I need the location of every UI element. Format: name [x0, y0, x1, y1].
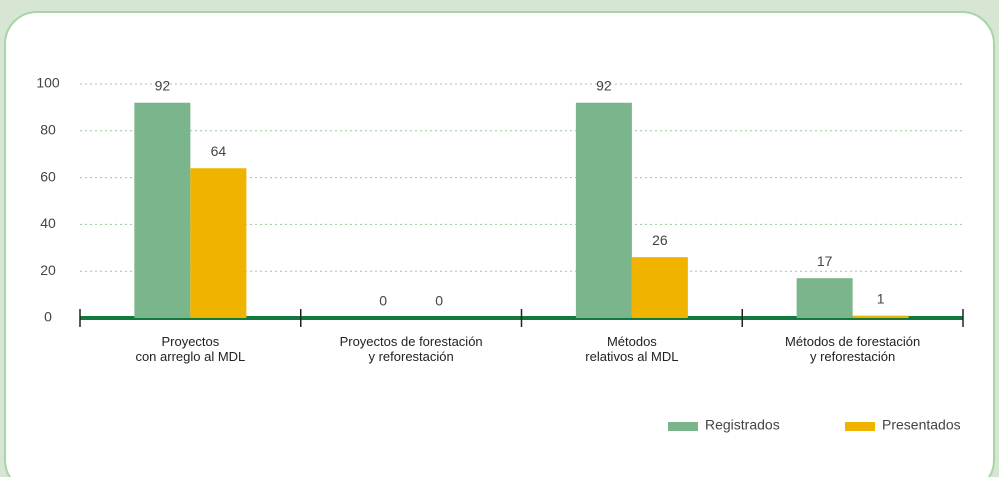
y-tick-label: 40 [40, 215, 56, 231]
x-tick-label: Métodos de forestación y reforestación [785, 334, 921, 364]
legend-label: Registrados [705, 417, 780, 433]
panel [4, 11, 995, 477]
value-label: 92 [155, 77, 171, 93]
value-label: 92 [596, 77, 612, 93]
bar [134, 102, 191, 318]
legend-swatch [668, 422, 698, 431]
bar [575, 102, 632, 318]
y-tick-label: 80 [40, 122, 56, 138]
value-label: 26 [652, 232, 668, 248]
legend-label: Presentados [882, 417, 961, 433]
y-tick-label: 20 [40, 262, 56, 278]
bar [796, 278, 853, 318]
value-label: 1 [877, 290, 885, 306]
bar [190, 168, 247, 318]
value-label: 0 [435, 293, 443, 309]
x-tick-label: Proyectos con arreglo al MDL [135, 334, 246, 364]
x-tick-label: Proyectos de forestación y reforestación [339, 334, 483, 364]
legend-swatch [845, 422, 875, 431]
bar [631, 257, 688, 318]
y-tick-label: 100 [36, 75, 60, 91]
x-tick-label: Métodos relativos al MDL [585, 334, 679, 364]
y-tick-label: 60 [40, 168, 56, 184]
value-label: 0 [379, 293, 387, 309]
value-label: 64 [211, 143, 227, 159]
y-tick-label: 0 [44, 309, 52, 325]
bar [852, 315, 909, 318]
value-label: 17 [817, 253, 833, 269]
